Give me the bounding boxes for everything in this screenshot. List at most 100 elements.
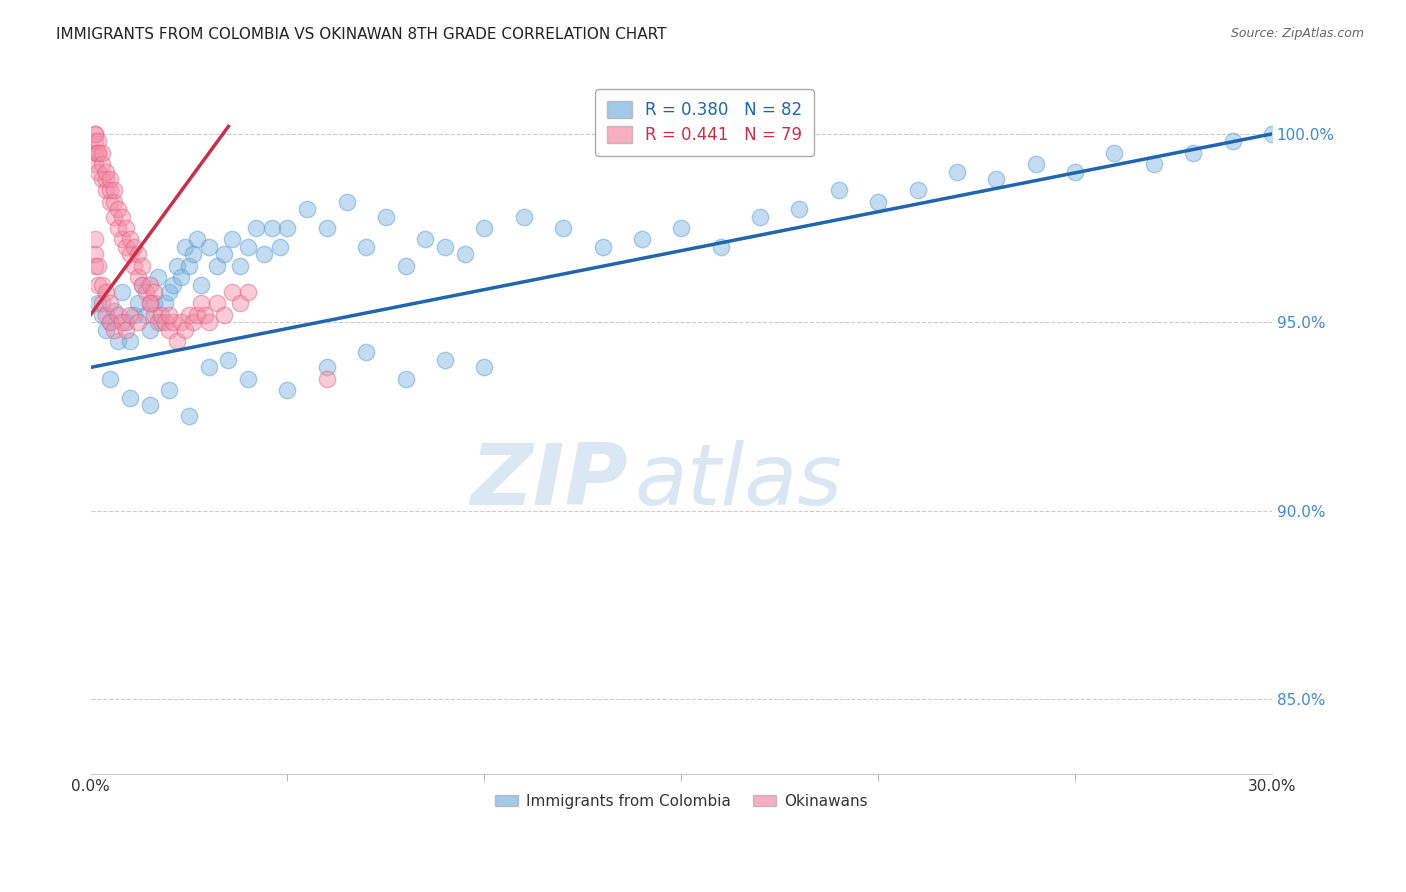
Point: [87, 164, 110, 178]
Point: [103, 183, 125, 197]
Point: [83, 127, 105, 141]
Legend: Immigrants from Colombia, Okinawans: Immigrants from Colombia, Okinawans: [489, 788, 873, 815]
Point: [170, 315, 193, 329]
Point: [98, 372, 121, 386]
Point: [749, 210, 772, 224]
Point: [295, 202, 318, 217]
Point: [98, 172, 121, 186]
Point: [83, 247, 105, 261]
Point: [190, 277, 212, 292]
Point: [1222, 135, 1244, 149]
Point: [103, 194, 125, 209]
Point: [162, 277, 184, 292]
Point: [474, 221, 496, 235]
Point: [103, 304, 125, 318]
Point: [868, 194, 890, 209]
Point: [115, 221, 138, 235]
Point: [87, 296, 110, 310]
Point: [217, 352, 239, 367]
Point: [127, 296, 149, 310]
Point: [115, 323, 138, 337]
Point: [177, 259, 200, 273]
Point: [87, 135, 110, 149]
Point: [177, 308, 200, 322]
Point: [394, 259, 416, 273]
Point: [174, 240, 197, 254]
Point: [354, 240, 377, 254]
Point: [107, 202, 129, 217]
Point: [236, 372, 259, 386]
Point: [111, 285, 134, 299]
Point: [197, 315, 219, 329]
Point: [91, 296, 114, 310]
Point: [142, 285, 165, 299]
Point: [83, 145, 105, 160]
Point: [98, 315, 121, 329]
Point: [146, 315, 169, 329]
Text: ZIP: ZIP: [471, 440, 628, 523]
Point: [177, 409, 200, 424]
Point: [592, 240, 614, 254]
Point: [118, 308, 141, 322]
Point: [671, 221, 693, 235]
Point: [157, 285, 180, 299]
Point: [150, 308, 173, 322]
Point: [454, 247, 477, 261]
Point: [170, 270, 193, 285]
Point: [142, 308, 165, 322]
Point: [1182, 145, 1205, 160]
Point: [91, 277, 114, 292]
Point: [122, 259, 145, 273]
Point: [142, 296, 165, 310]
Point: [155, 315, 177, 329]
Point: [553, 221, 575, 235]
Point: [229, 259, 252, 273]
Point: [1025, 157, 1047, 171]
Point: [946, 164, 969, 178]
Point: [229, 296, 252, 310]
Point: [157, 323, 180, 337]
Point: [194, 308, 217, 322]
Point: [394, 372, 416, 386]
Point: [111, 210, 134, 224]
Point: [83, 127, 105, 141]
Point: [1143, 157, 1166, 171]
Point: [83, 259, 105, 273]
Point: [374, 210, 396, 224]
Point: [118, 247, 141, 261]
Point: [253, 247, 276, 261]
Point: [118, 391, 141, 405]
Point: [236, 240, 259, 254]
Point: [181, 315, 204, 329]
Point: [907, 183, 929, 197]
Point: [150, 315, 173, 329]
Text: atlas: atlas: [634, 440, 842, 523]
Point: [138, 296, 160, 310]
Point: [122, 308, 145, 322]
Point: [87, 277, 110, 292]
Point: [138, 277, 160, 292]
Point: [276, 221, 298, 235]
Point: [190, 296, 212, 310]
Point: [174, 323, 197, 337]
Point: [513, 210, 536, 224]
Point: [111, 232, 134, 246]
Point: [146, 270, 169, 285]
Point: [96, 164, 118, 178]
Point: [115, 240, 138, 254]
Point: [276, 383, 298, 397]
Point: [166, 334, 188, 348]
Point: [197, 360, 219, 375]
Point: [197, 240, 219, 254]
Point: [186, 232, 208, 246]
Point: [157, 308, 180, 322]
Point: [96, 183, 118, 197]
Point: [1261, 127, 1284, 141]
Point: [315, 372, 337, 386]
Point: [135, 308, 157, 322]
Point: [434, 352, 457, 367]
Point: [138, 296, 160, 310]
Point: [96, 308, 118, 322]
Point: [103, 323, 125, 337]
Point: [221, 232, 243, 246]
